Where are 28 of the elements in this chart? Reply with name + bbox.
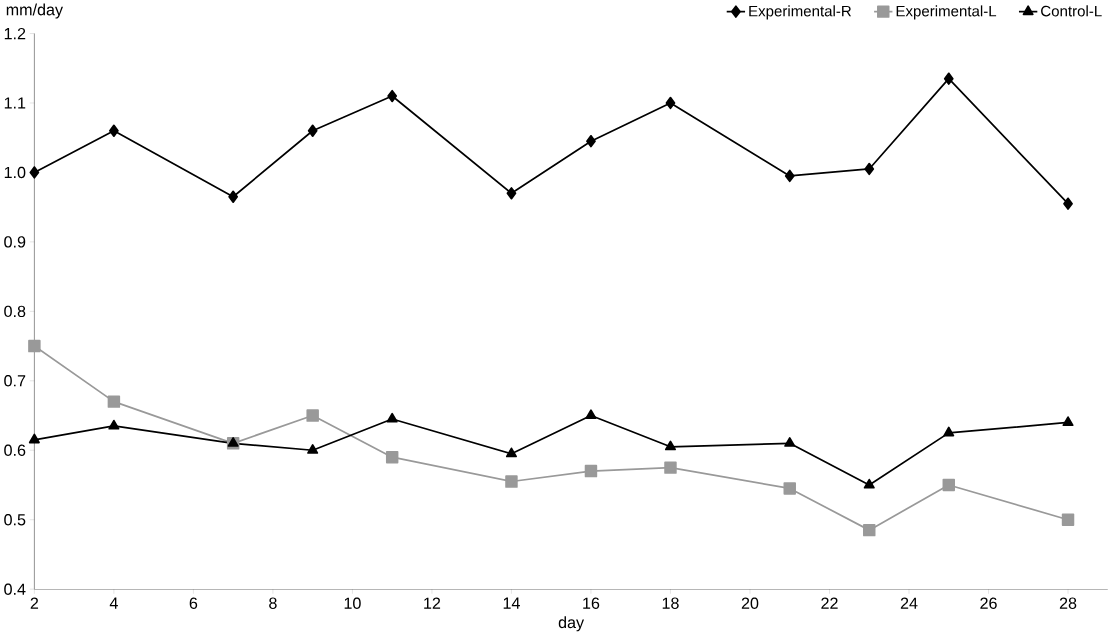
y-tick-label: 1.2 bbox=[4, 27, 26, 40]
x-tick-label: 4 bbox=[109, 597, 118, 609]
y-tick-label: 0.5 bbox=[4, 514, 26, 526]
x-tick-label: 26 bbox=[980, 597, 997, 609]
x-tick-label: 24 bbox=[900, 597, 918, 609]
legend-label: Experimental-R bbox=[749, 5, 852, 20]
x-tick-label: 28 bbox=[1059, 597, 1077, 609]
x-tick-label: 18 bbox=[662, 597, 679, 609]
x-tick-label: 2 bbox=[30, 597, 39, 609]
x-tick-label: 12 bbox=[424, 597, 441, 609]
y-tick-label: 0.9 bbox=[4, 236, 26, 248]
y-tick-label: 0.7 bbox=[4, 375, 26, 387]
x-tick-label: 6 bbox=[189, 597, 198, 609]
x-tick-label: 20 bbox=[741, 597, 759, 609]
y-tick-label: 0.8 bbox=[4, 305, 26, 318]
y-tick-label: 0.4 bbox=[4, 583, 26, 595]
y-tick-label: 0.6 bbox=[4, 444, 26, 456]
y-tick-label: 1.0 bbox=[4, 166, 26, 179]
legend-label: Experimental-L bbox=[896, 5, 997, 20]
x-axis-title: day bbox=[558, 616, 585, 632]
x-tick-label: 10 bbox=[344, 597, 361, 609]
x-tick-label: 14 bbox=[503, 597, 520, 609]
y-axis-title: mm/day bbox=[6, 3, 63, 19]
y-tick-label: 1.1 bbox=[4, 97, 26, 109]
legend-label: Control-L bbox=[1041, 5, 1102, 17]
x-tick-label: 16 bbox=[583, 597, 600, 609]
x-tick-label: 8 bbox=[269, 597, 277, 609]
x-tick-label: 22 bbox=[821, 597, 838, 609]
